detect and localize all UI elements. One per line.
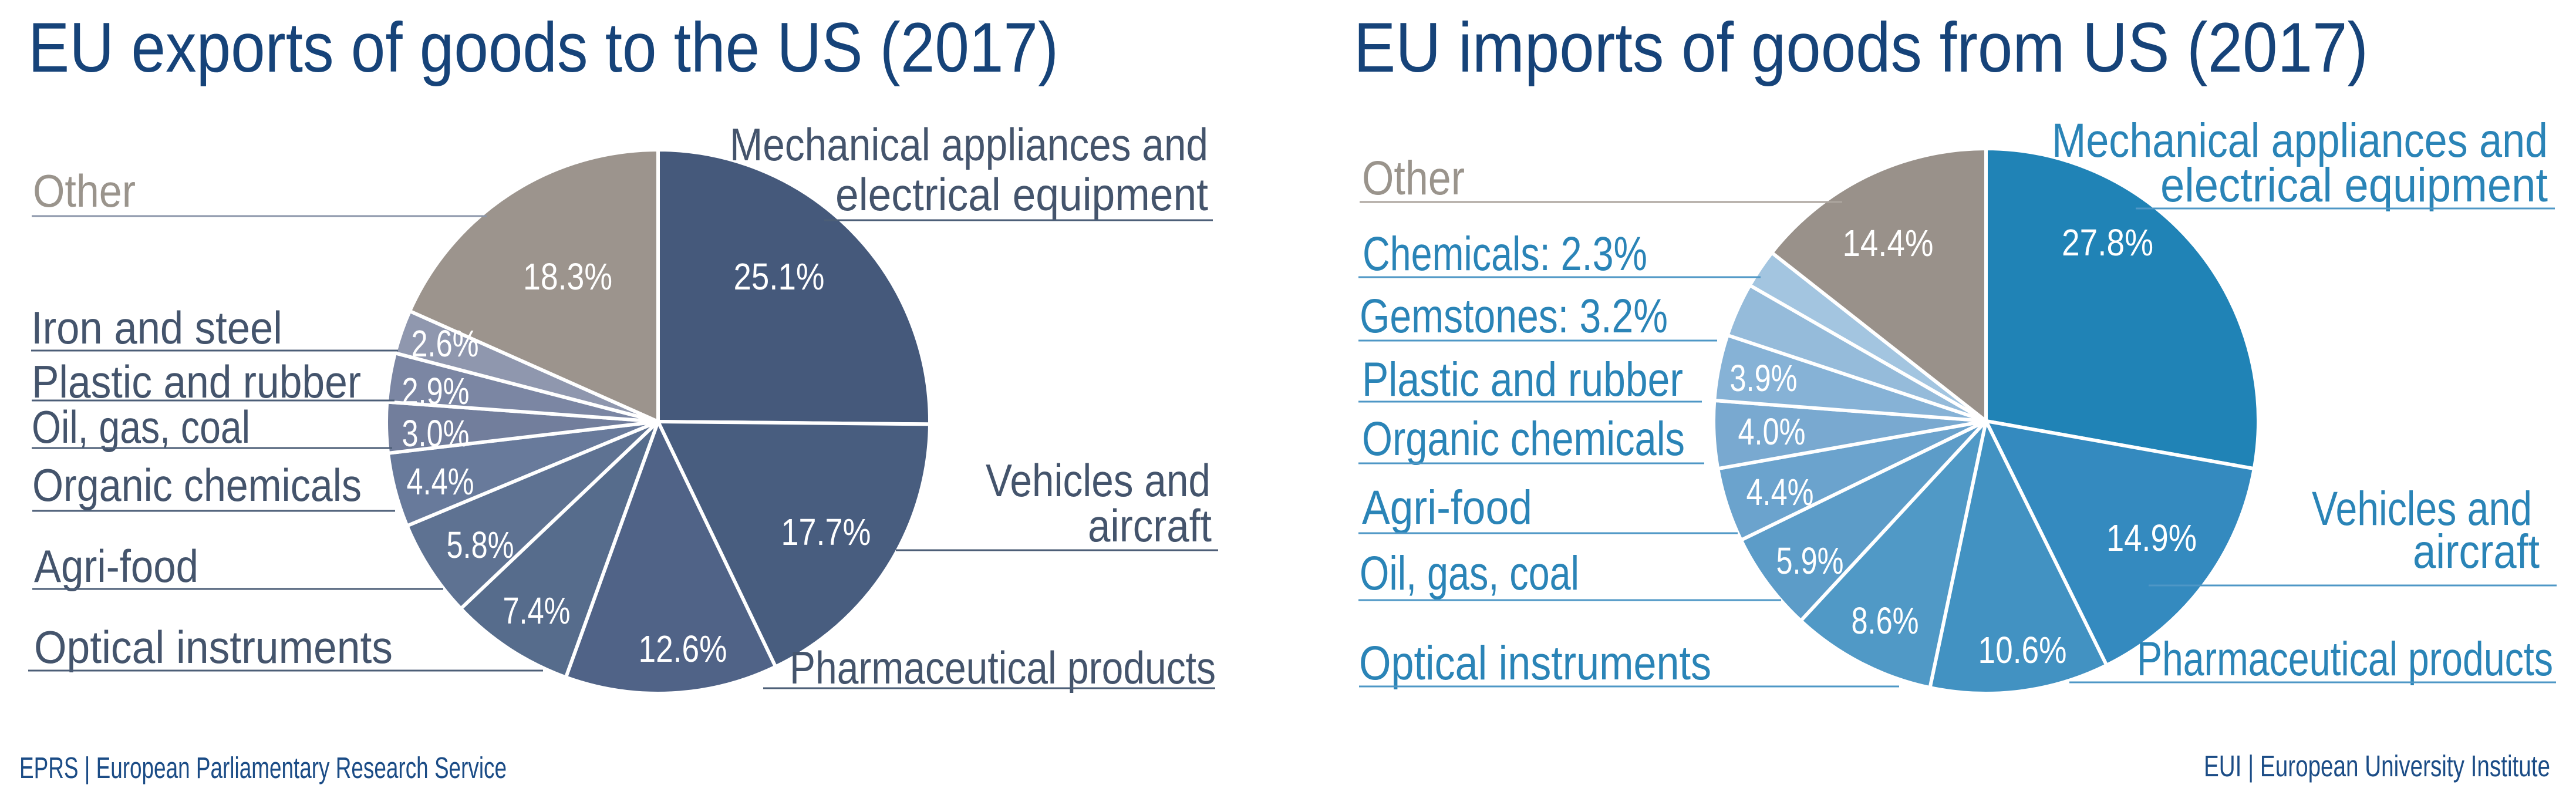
svg-text:Gemstones: 3.2%: Gemstones: 3.2%: [1360, 289, 1668, 343]
svg-text:EUI | European University Inst: EUI | European University Institute: [2204, 749, 2550, 783]
svg-text:4.4%: 4.4%: [407, 460, 474, 503]
svg-text:Pharmaceutical products: Pharmaceutical products: [790, 642, 1216, 693]
svg-text:Plastic and rubber: Plastic and rubber: [32, 356, 361, 408]
svg-text:Other: Other: [33, 165, 136, 217]
svg-text:Other: Other: [1362, 151, 1465, 205]
svg-text:3.0%: 3.0%: [402, 412, 470, 454]
svg-text:electrical equipment: electrical equipment: [835, 169, 1208, 220]
svg-text:electrical equipment: electrical equipment: [2160, 159, 2548, 212]
svg-text:Agri-food: Agri-food: [1362, 481, 1532, 534]
svg-text:4.4%: 4.4%: [1746, 471, 1814, 513]
svg-text:aircraft: aircraft: [2413, 525, 2540, 578]
svg-text:Organic chemicals: Organic chemicals: [1362, 412, 1685, 466]
svg-text:10.6%: 10.6%: [1978, 629, 2067, 671]
svg-text:2.9%: 2.9%: [402, 370, 470, 412]
svg-text:EU exports of goods to the US: EU exports of goods to the US (2017): [28, 8, 1058, 87]
svg-text:Mechanical appliances and: Mechanical appliances and: [730, 119, 1208, 170]
svg-text:5.9%: 5.9%: [1776, 540, 1844, 582]
svg-text:14.9%: 14.9%: [2106, 517, 2197, 559]
svg-text:Optical instruments: Optical instruments: [34, 621, 393, 673]
svg-text:Oil, gas, coal: Oil, gas, coal: [32, 401, 250, 453]
svg-text:Vehicles and: Vehicles and: [2312, 482, 2532, 536]
svg-text:Pharmaceutical products: Pharmaceutical products: [2137, 632, 2553, 686]
svg-text:25.1%: 25.1%: [734, 255, 825, 298]
svg-text:17.7%: 17.7%: [781, 511, 871, 553]
svg-text:4.0%: 4.0%: [1738, 410, 1806, 453]
svg-text:aircraft: aircraft: [1088, 500, 1212, 551]
svg-text:27.8%: 27.8%: [2062, 221, 2153, 264]
svg-text:14.4%: 14.4%: [1843, 222, 1934, 264]
svg-text:Mechanical appliances and: Mechanical appliances and: [2052, 114, 2548, 167]
svg-text:18.3%: 18.3%: [523, 255, 612, 298]
svg-text:EPRS | European Parliamentary: EPRS | European Parliamentary Research S…: [19, 751, 507, 784]
svg-text:Plastic and rubber: Plastic and rubber: [1362, 353, 1683, 406]
svg-text:8.6%: 8.6%: [1852, 600, 1919, 642]
svg-text:3.9%: 3.9%: [1730, 357, 1798, 399]
svg-text:Optical instruments: Optical instruments: [1359, 637, 1711, 690]
svg-text:Agri-food: Agri-food: [34, 540, 198, 592]
svg-text:2.6%: 2.6%: [412, 322, 479, 365]
svg-text:Organic chemicals: Organic chemicals: [32, 459, 362, 511]
svg-text:EU imports of goods from US (2: EU imports of goods from US (2017): [1354, 8, 2368, 87]
svg-text:12.6%: 12.6%: [639, 628, 727, 670]
svg-text:Vehicles and: Vehicles and: [986, 454, 1211, 506]
svg-text:5.8%: 5.8%: [447, 524, 514, 566]
svg-text:Iron and steel: Iron and steel: [31, 302, 282, 353]
svg-text:Chemicals: 2.3%: Chemicals: 2.3%: [1363, 227, 1647, 281]
svg-text:Oil, gas, coal: Oil, gas, coal: [1360, 547, 1579, 600]
svg-text:7.4%: 7.4%: [503, 590, 571, 632]
